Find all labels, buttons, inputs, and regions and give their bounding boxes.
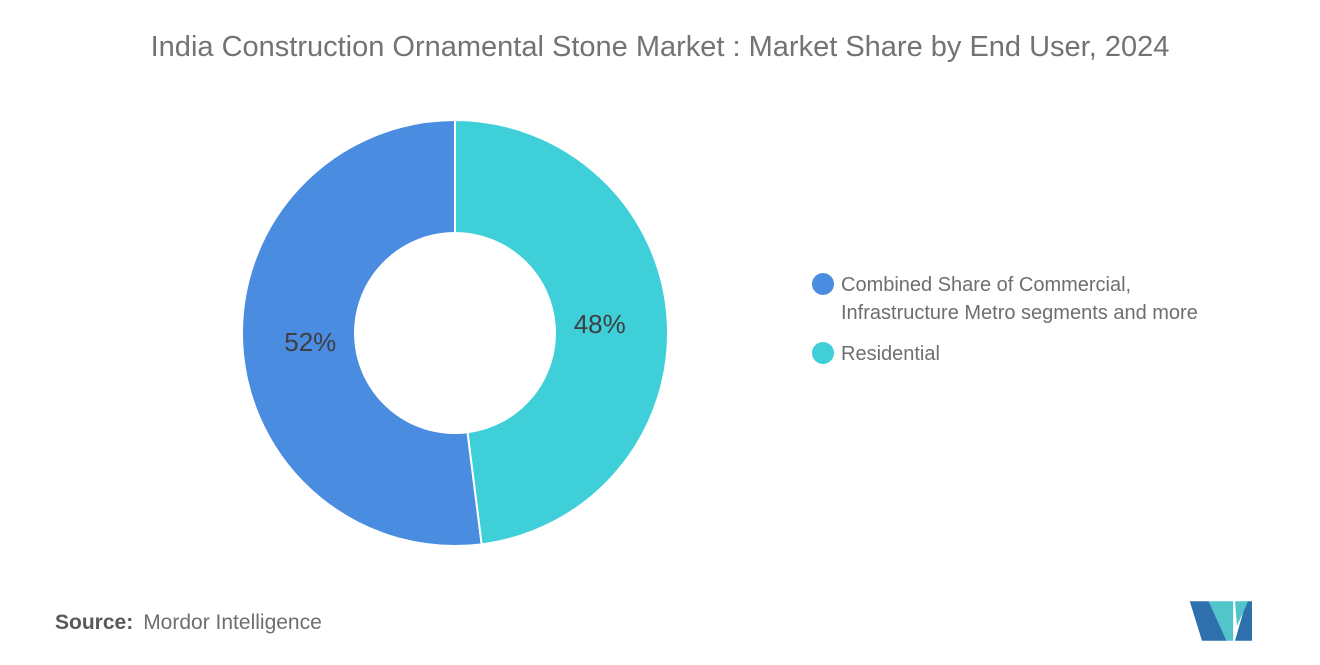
source-label: Source:	[55, 611, 134, 634]
legend-label: Combined Share of Commercial, Infrastruc…	[841, 274, 1198, 324]
logo-teal-shape	[1208, 601, 1234, 641]
legend-marker-circle	[812, 342, 834, 364]
pie-slice[interactable]	[241, 119, 483, 547]
legend-item[interactable]: Combined Share of Commercial, Infrastruc…	[812, 271, 1252, 327]
chart-title: India Construction Ornamental Stone Mark…	[150, 31, 1170, 63]
logo-blue-shape	[1235, 601, 1252, 641]
source-value: Mordor Intelligence	[143, 611, 322, 634]
logo-blue-shape	[1189, 601, 1227, 641]
logo-teal-shape	[1235, 601, 1249, 626]
legend: Combined Share of Commercial, Infrastruc…	[812, 271, 1252, 368]
slice-data-label: 48%	[574, 309, 626, 339]
donut-chart: 52% 48%	[241, 119, 669, 547]
legend-label: Residential	[841, 343, 940, 365]
slice-data-label: 52%	[284, 327, 336, 357]
pie-slice[interactable]	[454, 119, 669, 546]
mordor-intelligence-logo	[1189, 601, 1252, 641]
source-line: Source: Mordor Intelligence	[55, 611, 322, 635]
legend-marker-circle	[812, 273, 834, 295]
legend-item[interactable]: Residential	[812, 340, 1252, 368]
